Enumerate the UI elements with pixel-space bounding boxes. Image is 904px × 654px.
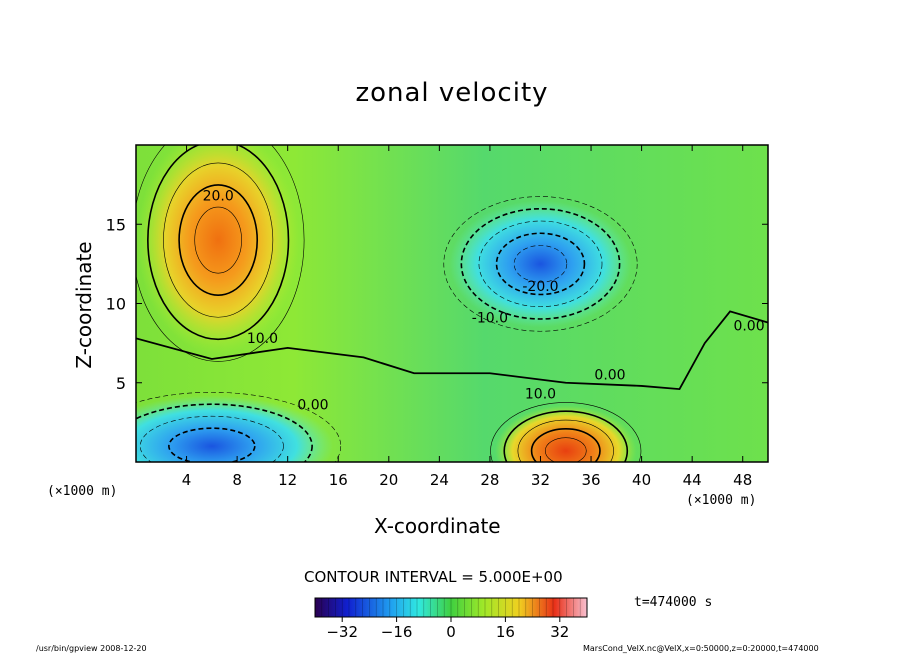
x-tick-label: 8	[232, 471, 242, 489]
contour-line	[136, 403, 313, 462]
x-tick-label: 32	[531, 471, 550, 489]
contour-line	[136, 391, 342, 462]
contour-line	[147, 145, 290, 341]
contour-line	[139, 415, 284, 462]
contour-line	[194, 206, 242, 274]
contour-line	[136, 145, 305, 362]
contour-line	[544, 437, 587, 462]
contour-line	[460, 207, 621, 320]
colorbar-tick-label: −16	[381, 623, 413, 641]
x-tick-label: 40	[632, 471, 651, 489]
colorbar-tick-label: 16	[496, 623, 515, 641]
x-unit-label-right: (×1000 m)	[686, 493, 757, 508]
contour-label: 10.0	[247, 331, 278, 347]
contour-label: 0.00	[733, 318, 764, 334]
x-tick-label: 28	[480, 471, 499, 489]
contour-label: 0.00	[594, 368, 625, 384]
y-tick-label: 15	[106, 215, 126, 234]
time-label: t=474000 s	[634, 595, 713, 610]
colorbar: −32 −16 0 16 32	[314, 597, 588, 641]
contour-line	[168, 427, 256, 462]
x-tick-label: 24	[430, 471, 449, 489]
y-tick-label: 5	[116, 374, 126, 393]
colorbar-tick-label: 0	[446, 623, 456, 641]
field-blob-positive-0	[137, 145, 300, 355]
chart-title: zonal velocity	[355, 78, 549, 108]
contour-line	[478, 220, 603, 308]
x-tick-label: 36	[581, 471, 600, 489]
contour-interval-text: CONTOUR INTERVAL = 5.000E+00	[304, 568, 563, 586]
contour-label: 10.0	[525, 387, 556, 403]
x-tick-label: 4	[182, 471, 192, 489]
contour-line	[530, 428, 601, 462]
y-tick-label: 10	[106, 295, 126, 314]
y-axis-label: Z-coordinate	[72, 241, 96, 369]
contour-line	[490, 402, 642, 462]
x-axis-label: X-coordinate	[374, 514, 501, 538]
field-blob-positive-3	[494, 405, 637, 462]
heatmap-field	[136, 145, 768, 462]
field-blob-negative-2	[136, 395, 334, 462]
contour-line	[495, 232, 586, 296]
colorbar-tick-label: −32	[326, 623, 358, 641]
contour-line	[513, 245, 568, 283]
contour-line	[163, 162, 274, 318]
x-tick-label: 48	[733, 471, 752, 489]
contour-line-zero	[136, 310, 768, 391]
contour-line	[178, 184, 259, 297]
contour-label: -10.0	[472, 311, 508, 327]
contour-line	[443, 196, 638, 332]
contour-line	[517, 419, 614, 462]
x-tick-label: 12	[278, 471, 297, 489]
contour-label: -20.0	[522, 279, 558, 295]
x-unit-label-left: (×1000 m)	[47, 484, 118, 499]
contour-label: 20.0	[203, 188, 234, 204]
x-tick-label: 44	[683, 471, 702, 489]
footer-left-text: /usr/bin/gpview 2008-12-20	[36, 644, 147, 653]
footer-right-text: MarsCond_VelX.nc@VelX,x=0:50000,z=0:2000…	[583, 644, 819, 653]
contour-line	[503, 410, 629, 462]
contour-label: 0.00	[297, 398, 328, 414]
field-blob-negative-1	[449, 200, 632, 328]
x-tick-label: 20	[379, 471, 398, 489]
x-tick-label: 16	[329, 471, 348, 489]
colorbar-tick-label: 32	[550, 623, 569, 641]
